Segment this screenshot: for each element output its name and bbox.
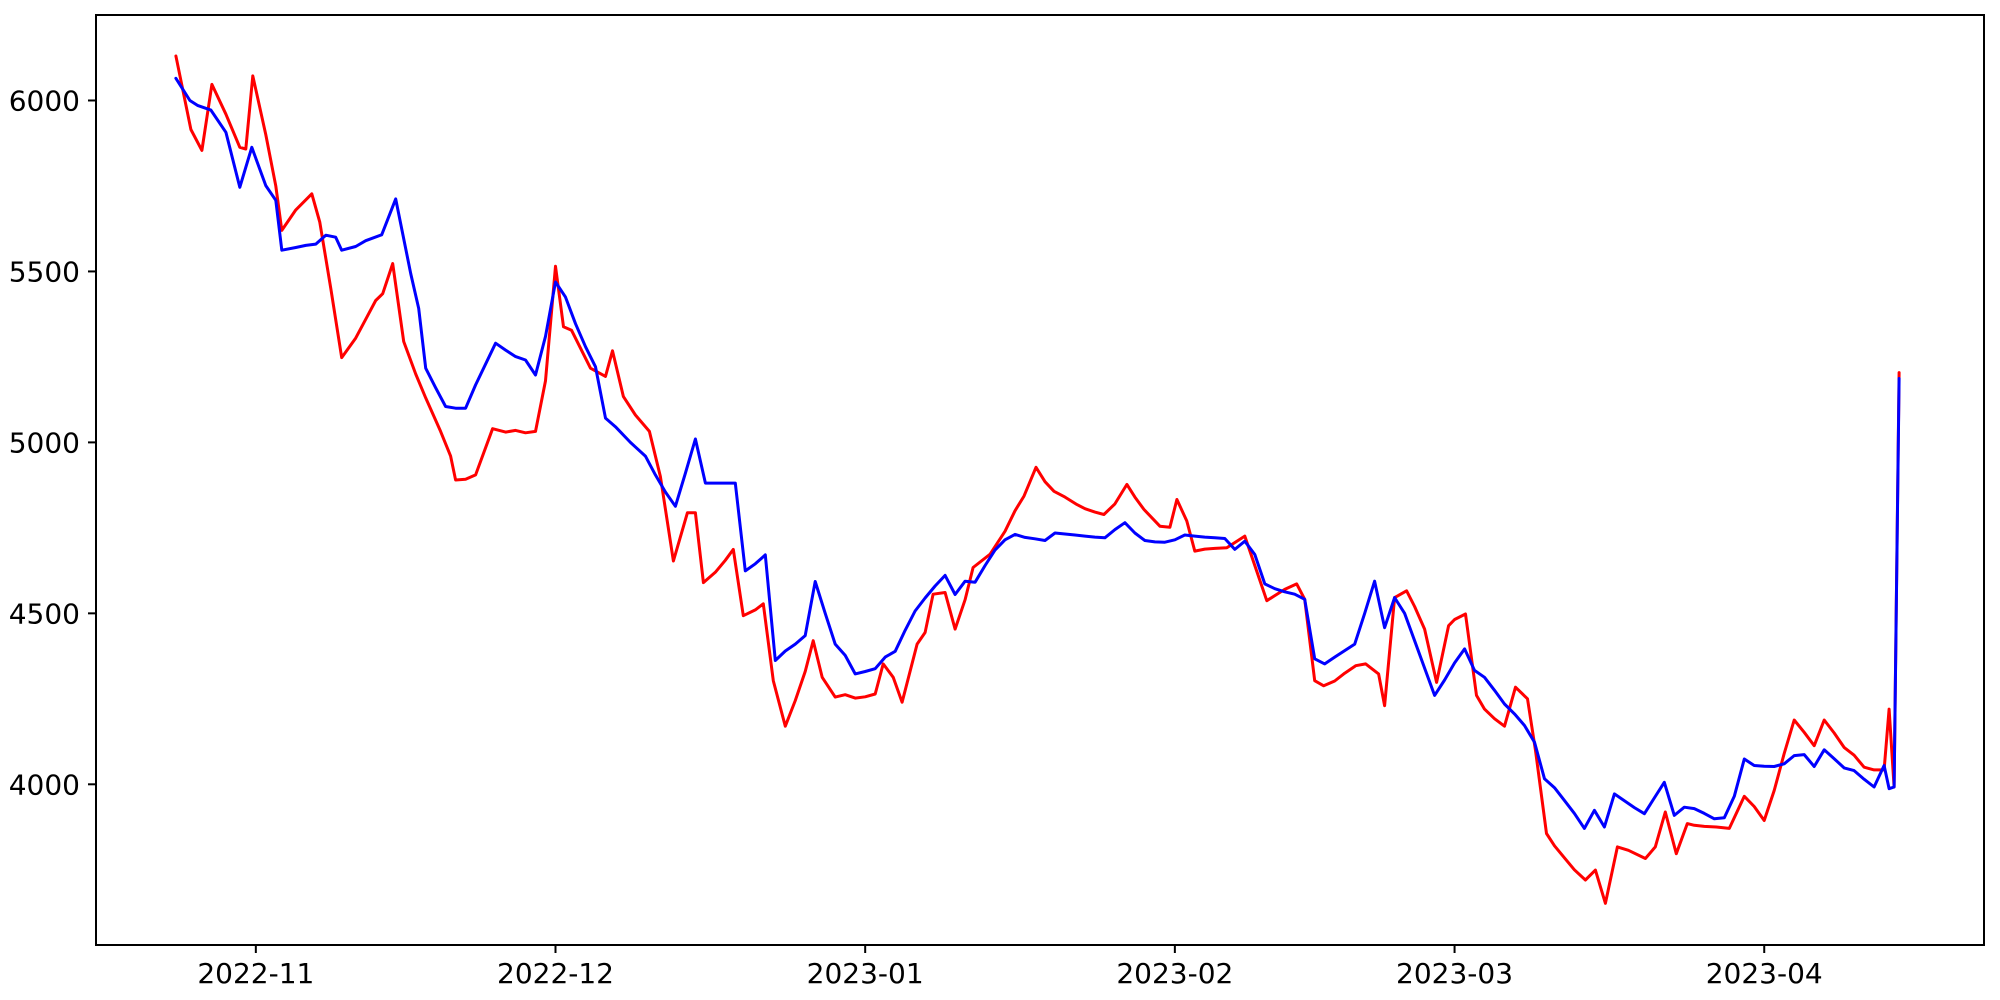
y-tick-label: 4000 — [9, 768, 80, 801]
y-tick-label: 6000 — [9, 84, 80, 117]
y-tick-label: 4500 — [9, 597, 80, 630]
series-blue — [174, 76, 1901, 830]
x-tick-label: 2023-01 — [807, 957, 924, 990]
x-tick-label: 2022-11 — [197, 957, 314, 990]
y-tick-label: 5000 — [9, 426, 80, 459]
x-tick-label: 2023-02 — [1116, 957, 1233, 990]
x-tick-label: 2022-12 — [497, 957, 614, 990]
x-tick-label: 2023-03 — [1396, 957, 1513, 990]
plot-border — [95, 14, 1985, 946]
series-red — [174, 54, 1901, 905]
x-tick-label: 2023-04 — [1706, 957, 1823, 990]
y-tick-label: 5500 — [9, 255, 80, 288]
